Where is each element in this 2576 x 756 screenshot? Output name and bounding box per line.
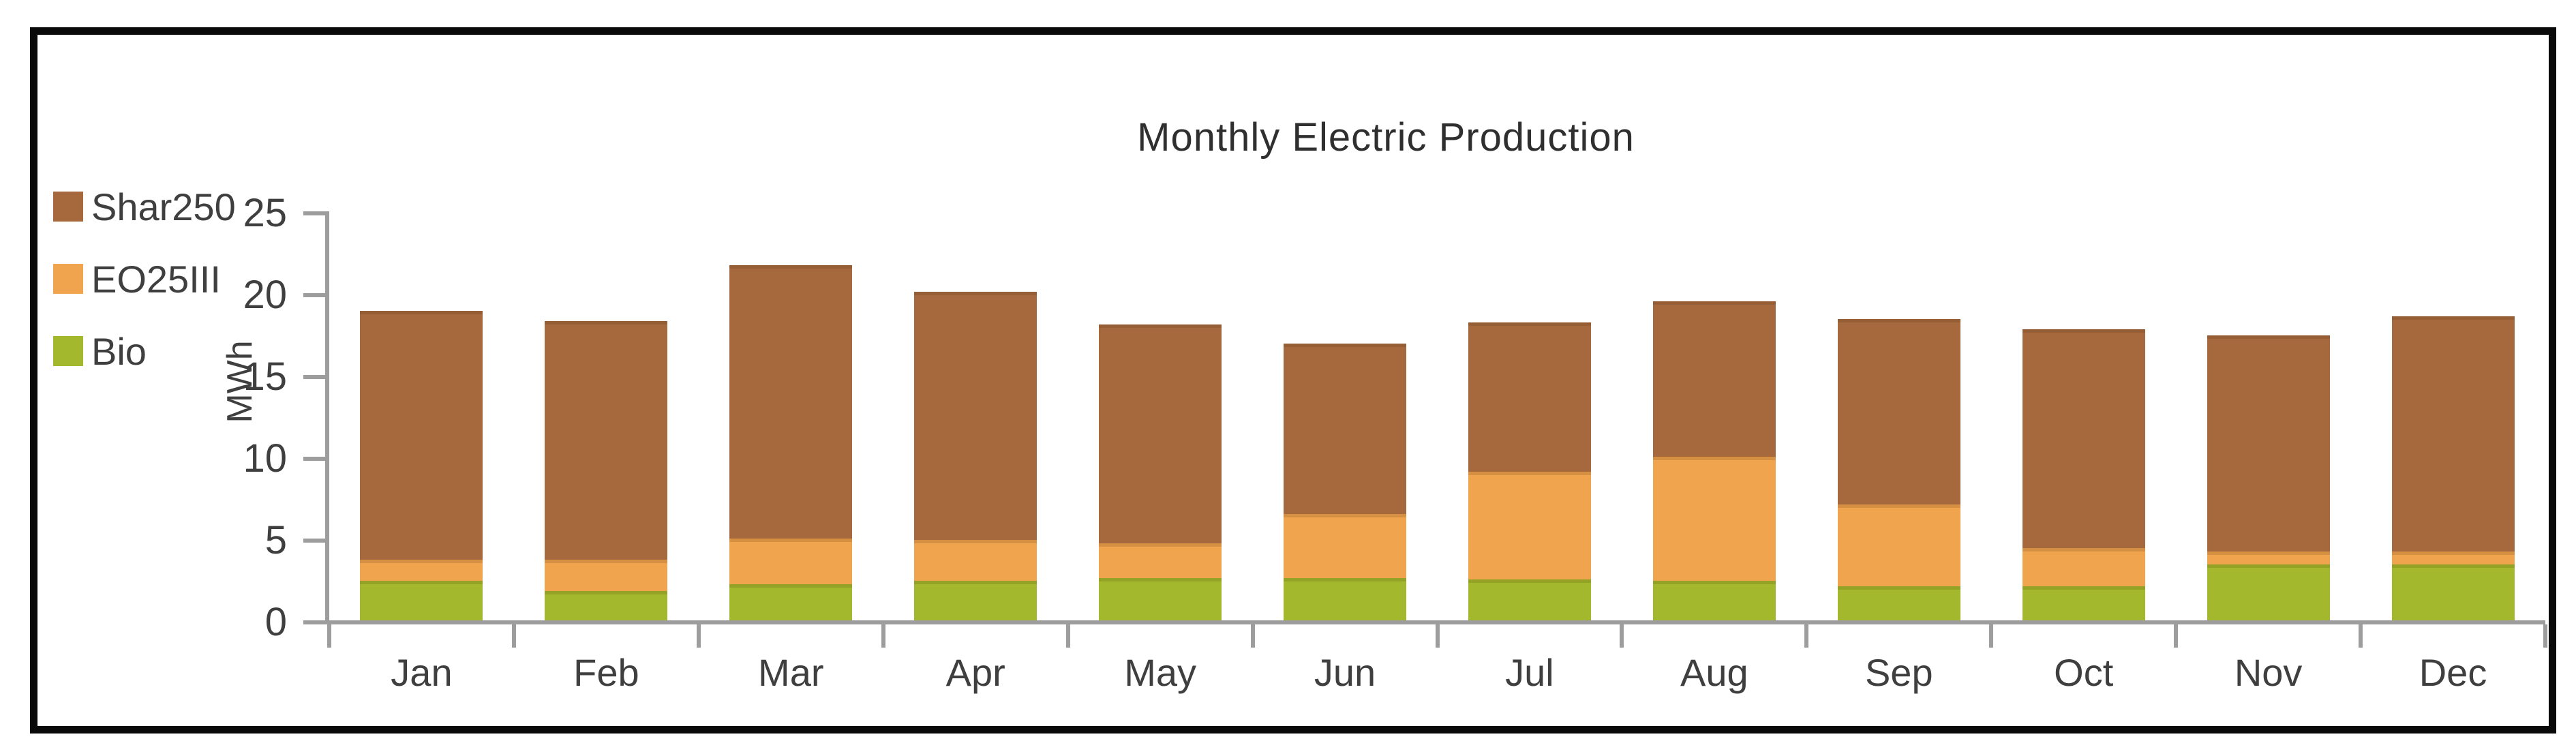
x-tick [1065, 624, 1070, 648]
y-tick-label: 20 [243, 273, 287, 317]
bar-segment-eo25iii-may[interactable] [1099, 543, 1222, 578]
legend-label: EO25III [91, 257, 221, 301]
y-tick [303, 457, 325, 461]
bar-segment-bio-jun[interactable] [1284, 577, 1407, 620]
bar-segment-shar250-apr[interactable] [914, 291, 1037, 541]
bar-segment-eo25iii-aug[interactable] [1652, 457, 1776, 581]
y-tick-label: 0 [264, 600, 287, 644]
x-tick [1620, 624, 1624, 648]
bar-segment-eo25iii-nov[interactable] [2207, 551, 2330, 565]
bar-segment-eo25iii-jul[interactable] [1468, 471, 1591, 579]
bar-segment-bio-feb[interactable] [545, 590, 668, 620]
x-tick-label: Dec [2419, 651, 2487, 694]
x-tick-label: Aug [1680, 651, 1748, 694]
bar-segment-eo25iii-dec[interactable] [2391, 551, 2515, 565]
x-tick [511, 624, 516, 648]
x-tick-label: Sep [1864, 651, 1933, 694]
legend-item-shar250[interactable]: Shar250 [53, 185, 236, 228]
x-tick-label: Apr [945, 651, 1005, 694]
x-tick [2359, 624, 2363, 648]
bar-segment-shar250-jun[interactable] [1284, 344, 1407, 514]
x-tick-label: Jul [1505, 651, 1554, 694]
x-tick [696, 624, 701, 648]
bar-segment-shar250-jan[interactable] [360, 311, 483, 560]
chart-frame: Monthly Electric Production Shar250 EO25I… [30, 27, 2556, 734]
y-axis-line [325, 211, 329, 624]
bar-segment-shar250-dec[interactable] [2391, 316, 2515, 552]
bar-segment-bio-oct[interactable] [2022, 586, 2145, 620]
legend-label: Bio [91, 329, 147, 373]
y-tick-label: 5 [264, 518, 287, 562]
x-tick [2543, 624, 2547, 648]
y-tick [303, 293, 325, 297]
bar-segment-shar250-may[interactable] [1099, 324, 1222, 544]
bar-segment-eo25iii-jan[interactable] [360, 560, 483, 581]
bar-segment-shar250-mar[interactable] [729, 265, 853, 539]
y-tick-label: 15 [243, 354, 287, 399]
x-tick [1804, 624, 1809, 648]
bar-segment-eo25iii-oct[interactable] [2022, 548, 2145, 586]
x-tick-label: Mar [758, 651, 824, 694]
x-tick [1250, 624, 1255, 648]
legend-swatch-eo25iii [53, 264, 83, 294]
bar-segment-shar250-feb[interactable] [545, 320, 668, 560]
chart-title: Monthly Electric Production [1137, 115, 1635, 160]
x-tick [1435, 624, 1440, 648]
x-tick-label: Nov [2234, 651, 2303, 694]
x-tick-label: Jun [1314, 651, 1376, 694]
bar-segment-bio-sep[interactable] [1837, 586, 1960, 620]
legend-label: Shar250 [91, 185, 236, 228]
x-tick [2174, 624, 2179, 648]
bar-segment-shar250-sep[interactable] [1837, 319, 1960, 504]
x-tick-label: Oct [2054, 651, 2114, 694]
bar-segment-shar250-aug[interactable] [1652, 301, 1776, 457]
bar-segment-bio-dec[interactable] [2391, 564, 2515, 620]
x-tick [881, 624, 885, 648]
x-tick [1989, 624, 1994, 648]
x-axis-line [325, 620, 2545, 624]
legend-item-eo25iii[interactable]: EO25III [53, 257, 236, 301]
bar-segment-bio-mar[interactable] [729, 584, 853, 620]
x-tick-label: May [1124, 651, 1196, 694]
legend-item-bio[interactable]: Bio [53, 329, 236, 373]
x-tick [327, 624, 331, 648]
bar-segment-eo25iii-apr[interactable] [914, 540, 1037, 581]
bar-segment-bio-aug[interactable] [1652, 581, 1776, 620]
bar-segment-shar250-jul[interactable] [1468, 322, 1591, 472]
legend: Shar250 EO25III Bio [53, 185, 236, 402]
bar-segment-bio-apr[interactable] [914, 581, 1037, 620]
y-tick [303, 539, 325, 543]
x-tick-label: Jan [391, 651, 453, 694]
x-tick-label: Feb [573, 651, 639, 694]
bar-segment-bio-jan[interactable] [360, 581, 483, 620]
bar-segment-eo25iii-sep[interactable] [1837, 504, 1960, 586]
y-tick-label: 25 [243, 191, 287, 235]
bar-segment-bio-jul[interactable] [1468, 579, 1591, 620]
legend-swatch-bio [53, 336, 83, 366]
bar-segment-eo25iii-jun[interactable] [1284, 514, 1407, 578]
bar-segment-bio-may[interactable] [1099, 577, 1222, 620]
y-tick [303, 375, 325, 379]
legend-swatch-shar250 [53, 192, 83, 222]
y-tick-label: 10 [243, 436, 287, 481]
y-tick [303, 211, 325, 215]
bar-segment-eo25iii-feb[interactable] [545, 560, 668, 591]
bar-segment-shar250-nov[interactable] [2207, 335, 2330, 552]
bar-segment-eo25iii-mar[interactable] [729, 539, 853, 585]
bar-segment-bio-nov[interactable] [2207, 564, 2330, 620]
bar-segment-shar250-oct[interactable] [2022, 329, 2145, 549]
y-tick [303, 620, 325, 624]
